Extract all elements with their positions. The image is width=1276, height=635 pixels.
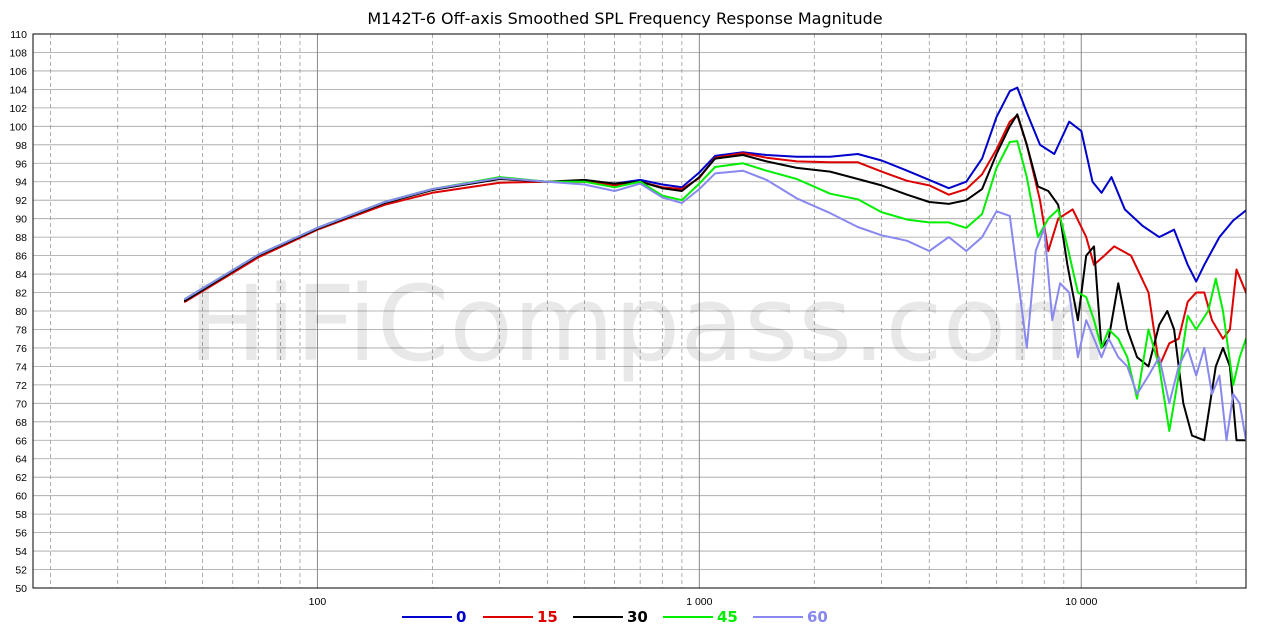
y-tick-label: 84 [15,269,27,281]
y-tick-label: 92 [15,195,27,207]
legend-label-0: 0 [456,608,466,626]
y-tick-label: 50 [15,583,27,595]
legend-label-15: 15 [537,608,558,626]
series-line-45 [184,140,1246,432]
y-tick-label: 76 [15,343,27,355]
y-tick-label: 72 [15,380,27,392]
legend-label-30: 30 [627,608,648,626]
y-tick-label: 108 [9,47,27,59]
series-line-15 [184,114,1246,368]
y-tick-label: 68 [15,417,27,429]
series-line-60 [184,169,1246,442]
y-tick-label: 60 [15,491,27,503]
y-tick-label: 106 [9,66,27,78]
y-tick-label: 94 [15,177,27,189]
legend-label-60: 60 [807,608,828,626]
y-tick-label: 102 [9,103,27,115]
y-tick-label: 56 [15,528,27,540]
y-tick-label: 64 [15,454,27,466]
x-tick-label: 100 [309,596,327,608]
y-tick-label: 70 [15,398,27,410]
y-tick-label: 88 [15,232,27,244]
y-tick-label: 52 [15,565,27,577]
y-tick-label: 82 [15,288,27,300]
y-tick-label: 110 [10,29,27,41]
y-tick-label: 86 [15,251,27,263]
y-tick-label: 90 [15,214,27,226]
legend: 0 15 30 45 60 [402,608,828,626]
y-tick-label: 62 [15,472,27,484]
grid-layer [33,33,1246,589]
y-tick-label: 104 [9,84,27,96]
y-tick-label: 58 [15,509,27,521]
y-tick-label: 100 [9,121,27,133]
series-line-30 [184,113,1246,442]
watermark-text: HiFiCompass.com [188,263,1107,385]
legend-label-45: 45 [717,608,738,626]
y-tick-label: 98 [15,140,27,152]
axis-layer: 50 52 54 56 58 60 62 64 66 68 70 72 74 76 78 80 82 84 86 88… [9,29,1097,608]
chart-title: M142T-6 Off-axis Smoothed SPL Frequency … [367,9,882,28]
series-layer [184,86,1246,442]
y-tick-label: 80 [15,306,27,318]
series-line-0 [184,86,1246,301]
x-tick-label: 10 000 [1065,596,1097,608]
y-tick-label: 96 [15,158,27,170]
y-tick-label: 78 [15,324,27,336]
y-tick-label: 54 [15,546,27,558]
plot-frame [32,33,1247,589]
y-tick-label: 74 [15,361,27,373]
x-tick-label: 1 000 [686,596,712,608]
y-tick-label: 66 [15,435,27,447]
